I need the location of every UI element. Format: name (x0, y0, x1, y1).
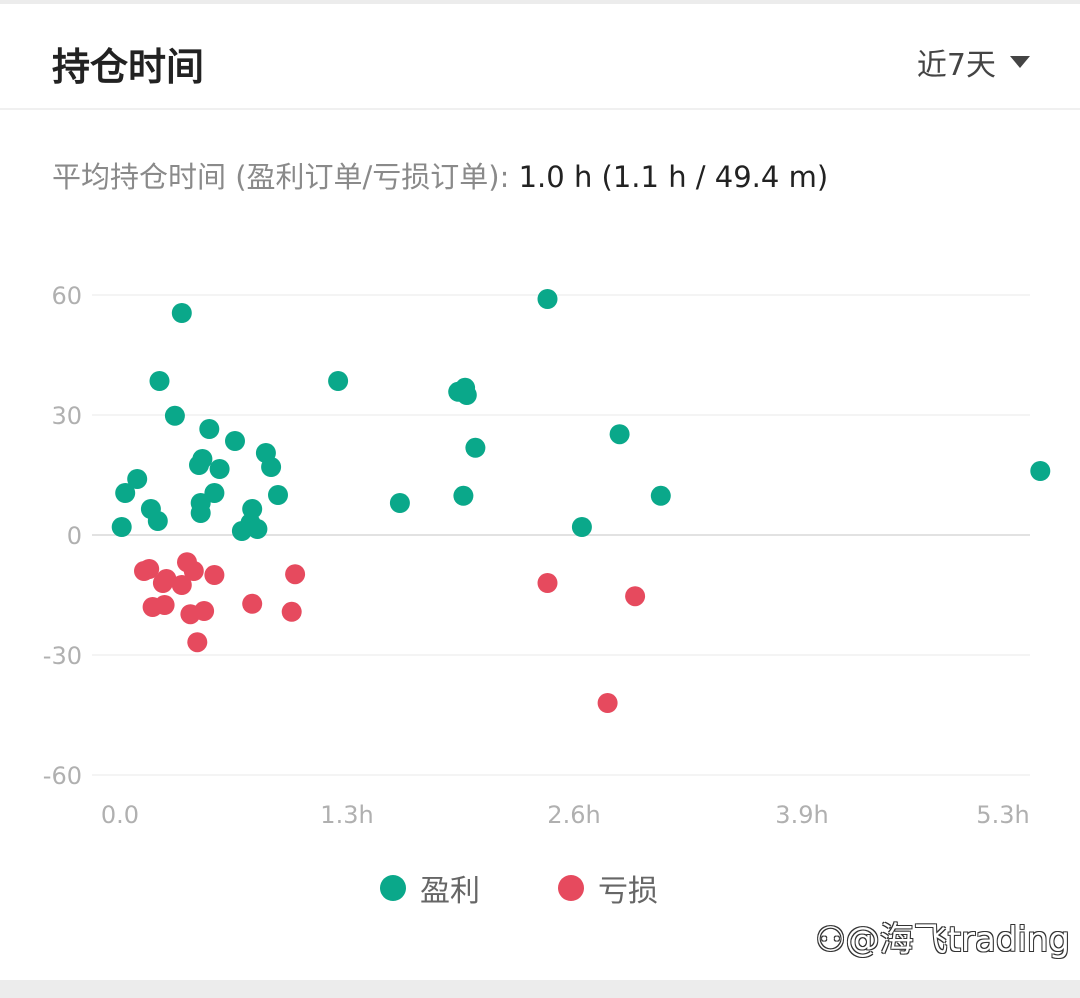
summary-label: 平均持仓时间 (盈利订单/亏损订单): (52, 160, 519, 194)
profit-point[interactable] (242, 499, 263, 519)
profit-point[interactable] (247, 519, 268, 539)
y-tick-label: -30 (43, 642, 82, 670)
profit-point[interactable] (650, 485, 671, 506)
top-edge (0, 0, 1080, 4)
y-tick-label: 60 (51, 282, 82, 310)
range-dropdown[interactable]: 近7天 (917, 40, 1030, 84)
x-tick-label: 5.3h (976, 801, 1029, 829)
x-tick-label: 2.6h (547, 801, 600, 829)
profit-point[interactable] (571, 517, 592, 537)
summary-value: 1.0 h (1.1 h / 49.4 m) (518, 160, 829, 194)
profit-point[interactable] (149, 371, 170, 391)
range-label: 近7天 (916, 48, 996, 83)
loss-point[interactable] (194, 601, 215, 621)
loss-point[interactable] (139, 559, 160, 579)
profit-point[interactable] (268, 485, 288, 505)
chart-legend: 盈利 亏损 (0, 866, 1080, 910)
profit-point[interactable] (1030, 461, 1051, 481)
loss-point[interactable] (242, 593, 263, 614)
loss-point[interactable] (187, 632, 208, 653)
legend-item-profit[interactable]: 盈利 (380, 866, 480, 910)
average-holding-summary: 平均持仓时间 (盈利订单/亏损订单): 1.0 h (1.1 h / 49.4 … (52, 154, 828, 196)
profit-point[interactable] (192, 449, 213, 469)
profit-point[interactable] (225, 431, 245, 451)
loss-point[interactable] (597, 693, 618, 713)
legend-label-loss: 亏损 (598, 874, 658, 909)
caret-down-icon (1010, 56, 1030, 68)
holding-time-scatter-chart: 60 30 0 -30 -60 0.0 1.3h 2.6h 3.9h 5.3h (43, 282, 1051, 829)
profit-point[interactable] (204, 483, 225, 503)
loss-point[interactable] (281, 601, 302, 622)
profit-point[interactable] (537, 289, 558, 309)
y-tick-label: 30 (51, 402, 82, 430)
page-title: 持仓时间 (52, 45, 205, 89)
y-axis-ticks: 60 30 0 -30 -60 (43, 282, 82, 790)
profit-point[interactable] (389, 493, 410, 513)
profit-point[interactable] (115, 483, 136, 503)
profit-point[interactable] (127, 469, 148, 489)
loss-point[interactable] (625, 586, 646, 607)
profit-point[interactable] (190, 503, 211, 523)
card-header: 持仓时间 近7天 (0, 4, 1080, 110)
x-tick-label: 0.0 (101, 801, 139, 829)
profit-point[interactable] (147, 511, 168, 531)
grid-lines (92, 294, 1030, 776)
legend-label-profit: 盈利 (420, 874, 480, 909)
x-axis-ticks: 0.0 1.3h 2.6h 3.9h 5.3h (101, 801, 1030, 829)
profit-point[interactable] (456, 385, 477, 405)
y-tick-label: -60 (43, 762, 82, 790)
legend-item-loss[interactable]: 亏损 (558, 866, 658, 910)
loss-point[interactable] (154, 595, 175, 615)
x-tick-label: 3.9h (775, 801, 828, 829)
profit-point[interactable] (465, 437, 486, 458)
loss-point[interactable] (171, 575, 192, 595)
loss-point[interactable] (183, 561, 204, 581)
profit-point[interactable] (199, 419, 220, 439)
loss-point[interactable] (537, 573, 558, 593)
x-tick-label: 1.3h (320, 801, 373, 829)
data-points (111, 289, 1051, 713)
profit-point[interactable] (328, 371, 349, 391)
watermark: ⚇@海飞trading (815, 920, 1070, 960)
profit-point[interactable] (453, 485, 474, 506)
profit-point[interactable] (609, 424, 630, 445)
loss-point[interactable] (204, 565, 225, 585)
y-tick-label: 0 (67, 522, 82, 550)
footer-bar (0, 980, 1080, 998)
legend-dot-profit (380, 875, 406, 901)
loss-point[interactable] (156, 569, 177, 589)
profit-point[interactable] (261, 457, 282, 477)
profit-point[interactable] (209, 459, 230, 479)
profit-point[interactable] (171, 303, 192, 323)
profit-point[interactable] (111, 517, 132, 537)
legend-dot-loss (558, 875, 584, 901)
loss-point[interactable] (285, 564, 306, 585)
profit-point[interactable] (164, 405, 185, 426)
